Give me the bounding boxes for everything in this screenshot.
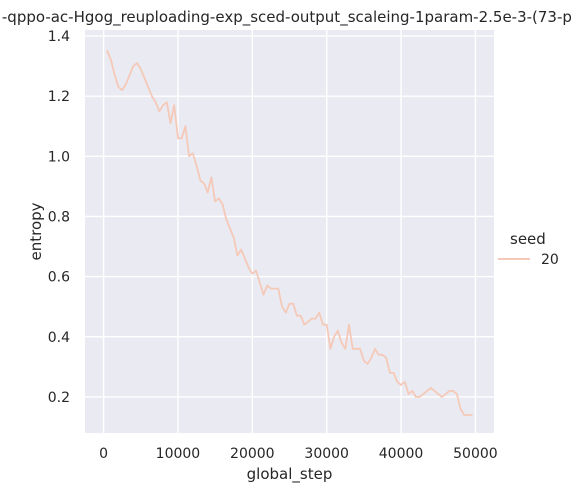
y-tick-label: 1.2 (48, 89, 70, 105)
plot-background (85, 30, 494, 433)
x-tick-label: 10000 (156, 446, 201, 462)
series-group (106, 50, 473, 416)
legend-label-20: 20 (541, 252, 559, 268)
x-tick-label: 20000 (230, 446, 275, 462)
series-line-20 (106, 50, 473, 416)
y-axis-ticks: 0.2 0.4 0.6 0.8 1.0 1.2 1.4 (48, 29, 70, 406)
grid-lines (85, 30, 494, 433)
legend: seed 20 (498, 230, 559, 268)
x-tick-label: 50000 (453, 446, 498, 462)
y-tick-label: 0.8 (48, 209, 70, 225)
y-tick-label: 1.4 (48, 29, 70, 45)
y-tick-label: 0.2 (48, 390, 70, 406)
y-tick-label: 0.6 (48, 270, 70, 286)
x-tick-label: 0 (99, 446, 108, 462)
legend-title: seed (510, 230, 546, 248)
x-tick-label: 40000 (379, 446, 424, 462)
x-axis-label: global_step (247, 465, 333, 484)
x-tick-label: 30000 (304, 446, 349, 462)
y-axis-label: entropy (27, 202, 45, 260)
y-tick-label: 1.0 (48, 149, 70, 165)
y-tick-label: 0.4 (48, 330, 70, 346)
x-axis-ticks: 0 10000 20000 30000 40000 50000 (99, 446, 498, 462)
chart-title: -qppo-ac-Hgog_reuploading-exp_sced-outpu… (2, 8, 571, 27)
